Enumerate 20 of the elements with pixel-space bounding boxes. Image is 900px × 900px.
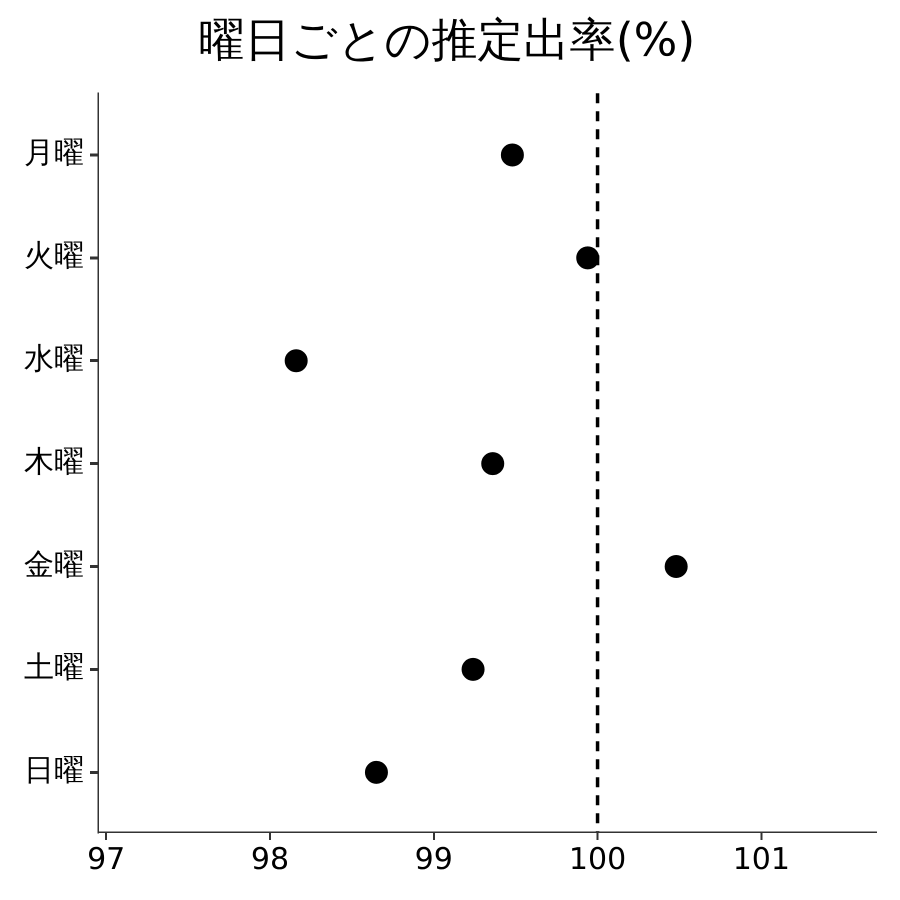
point xyxy=(364,760,388,784)
y-tick-label: 木曜 xyxy=(24,444,84,480)
y-tick-label: 土曜 xyxy=(24,650,84,686)
point xyxy=(481,452,504,476)
y-tick-label: 日曜 xyxy=(24,753,84,788)
y-tick-label: 金曜 xyxy=(24,547,84,582)
y-tick-label: 水曜 xyxy=(24,342,84,377)
x-tick-label: 100 xyxy=(568,842,626,877)
chart-title: 曜日ごとの推定出率(%) xyxy=(198,12,696,67)
x-tick-label: 101 xyxy=(732,842,790,877)
point xyxy=(284,349,308,372)
point xyxy=(576,246,600,270)
y-tick-label: 月曜 xyxy=(24,136,84,171)
y-tick-label: 火曜 xyxy=(24,238,84,274)
x-tick-label: 99 xyxy=(414,842,453,877)
point xyxy=(462,658,485,681)
x-tick-label: 98 xyxy=(250,842,290,877)
point xyxy=(500,143,524,166)
point xyxy=(664,555,688,578)
x-tick-label: 97 xyxy=(87,842,126,877)
